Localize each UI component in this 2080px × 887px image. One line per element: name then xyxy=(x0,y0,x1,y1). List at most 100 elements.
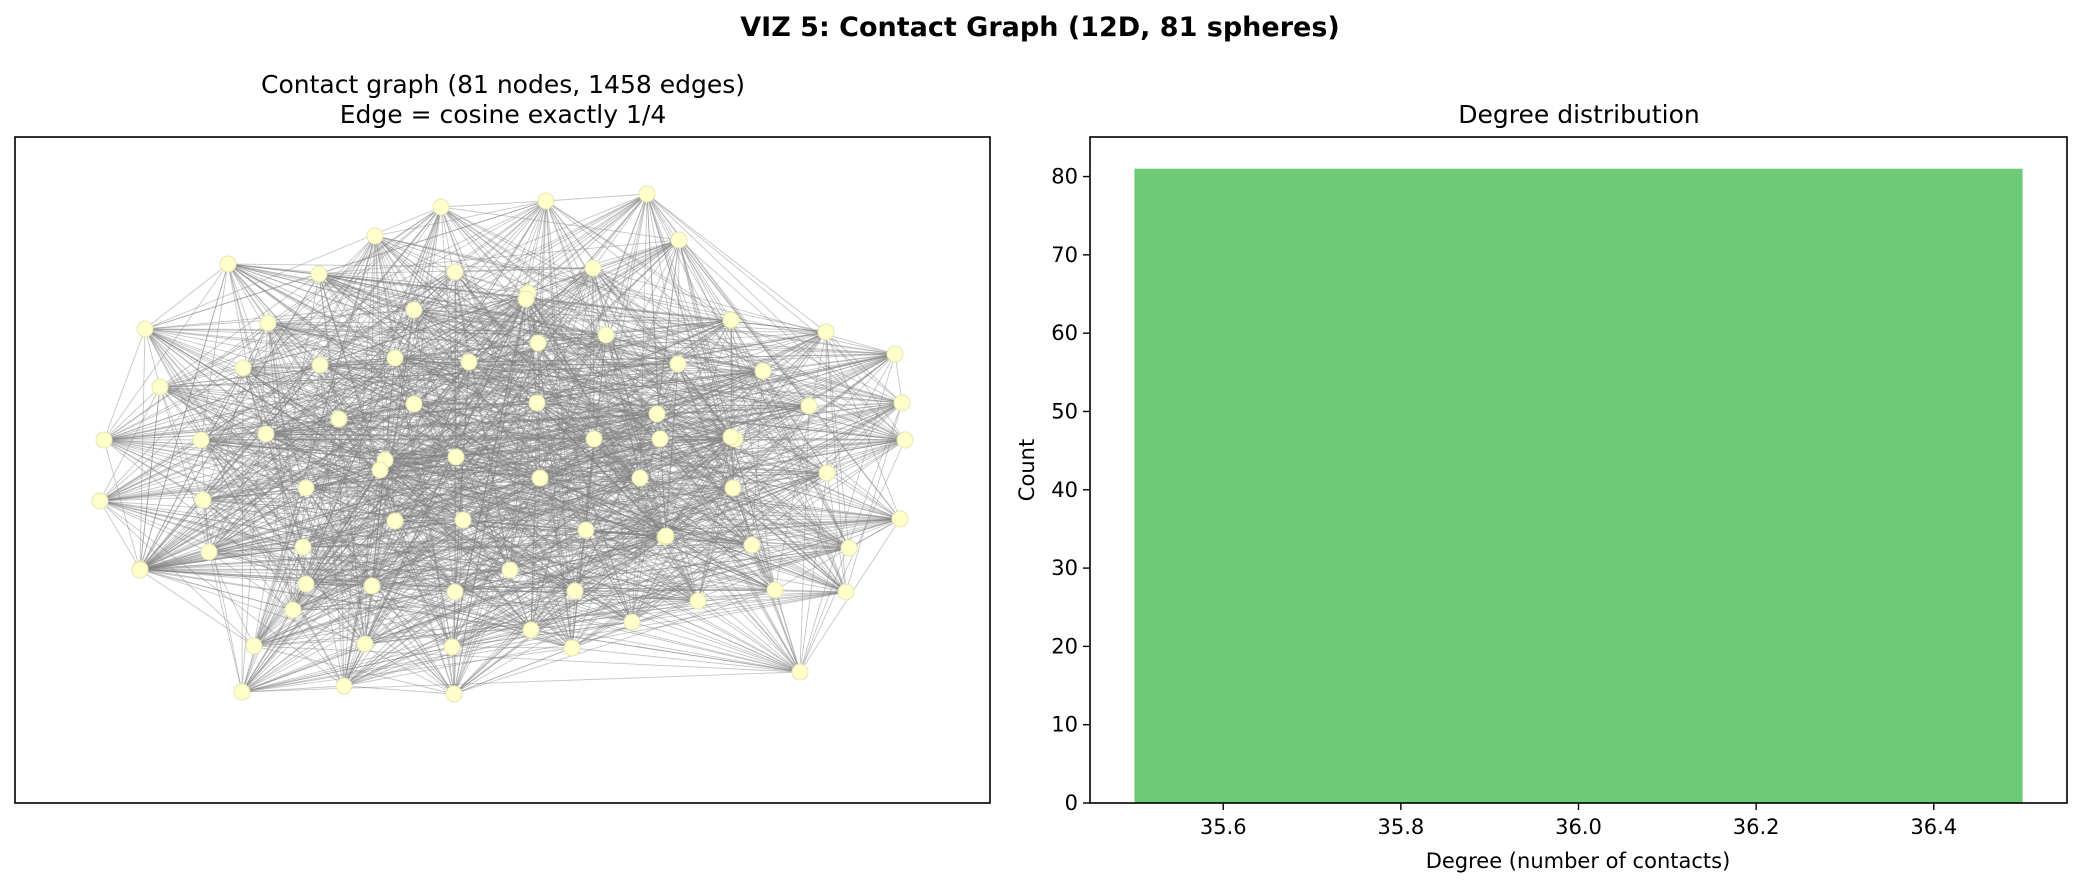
graph-edge xyxy=(525,298,666,538)
graph-edge xyxy=(338,418,345,687)
graph-edge xyxy=(379,469,456,593)
graph-edge xyxy=(242,367,415,405)
y-tick-label: 60 xyxy=(1051,321,1078,345)
graph-edge xyxy=(451,487,734,648)
graph-edge xyxy=(318,273,470,363)
graph-edge xyxy=(202,499,901,520)
graph-edge xyxy=(530,589,776,631)
graph-edge xyxy=(639,477,850,549)
graph-node xyxy=(405,301,423,319)
graph-edge xyxy=(451,646,573,649)
graph-edge xyxy=(454,342,539,593)
graph-edge xyxy=(99,363,679,502)
graph-edge xyxy=(241,235,376,693)
graph-edge xyxy=(292,319,732,611)
graph-edge xyxy=(468,361,734,489)
graph-edge xyxy=(462,267,594,521)
graph-edge xyxy=(99,361,470,502)
graph-edge xyxy=(202,292,529,501)
graph-edge xyxy=(536,402,633,623)
graph-edge xyxy=(379,469,667,537)
graph-edge xyxy=(267,322,541,479)
graph-edge xyxy=(571,438,595,649)
graph-edge xyxy=(364,235,376,645)
graph-edge xyxy=(241,621,633,693)
graph-edge xyxy=(99,500,345,687)
graph-edge xyxy=(451,544,753,648)
graph-node xyxy=(194,491,212,509)
graph-node xyxy=(447,448,465,466)
histogram-bars xyxy=(1134,168,2023,803)
graph-edge xyxy=(318,273,607,336)
graph-edge xyxy=(536,319,732,404)
graph-edge xyxy=(139,520,396,571)
graph-edge xyxy=(413,193,648,311)
graph-edge xyxy=(292,370,764,611)
graph-edge xyxy=(318,273,661,440)
graph-edge xyxy=(202,439,906,501)
graph-edge xyxy=(302,546,850,549)
graph-edge xyxy=(455,353,896,458)
graph-edge xyxy=(253,487,307,647)
graph-edge xyxy=(343,298,527,687)
graph-edge xyxy=(454,402,903,593)
graph-node xyxy=(234,359,252,377)
graph-edge xyxy=(139,386,161,570)
graph-edge xyxy=(774,518,901,591)
graph-edge xyxy=(202,499,396,522)
graph-node xyxy=(689,592,707,610)
graph-edge xyxy=(253,271,456,647)
graph-edge xyxy=(413,402,538,405)
graph-edge xyxy=(202,499,511,571)
graph-edge xyxy=(527,292,658,415)
graph-edge xyxy=(253,361,470,647)
graph-node xyxy=(766,581,784,599)
graph-edge xyxy=(208,367,244,553)
graph-edge xyxy=(462,402,903,521)
graph-edge xyxy=(242,367,304,548)
graph-edge xyxy=(631,331,827,623)
graph-edge xyxy=(374,235,396,522)
graph-axes-frame xyxy=(14,136,991,804)
y-tick-label: 40 xyxy=(1051,478,1078,502)
graph-edge xyxy=(338,418,366,645)
graph-edge xyxy=(242,206,442,369)
graph-edge xyxy=(371,439,906,587)
graph-edge xyxy=(103,439,204,501)
graph-edge xyxy=(656,413,801,673)
graph-edge xyxy=(539,439,906,479)
graph-edge xyxy=(267,319,732,324)
graph-edge xyxy=(292,591,847,611)
graph-edge xyxy=(454,271,470,363)
graph-edge xyxy=(253,645,801,673)
graph-edge xyxy=(413,309,679,365)
graph-edge xyxy=(631,353,896,623)
graph-edge xyxy=(677,239,680,365)
graph-edge xyxy=(678,239,906,441)
graph-edge xyxy=(200,439,532,631)
graph-edge xyxy=(631,363,679,623)
graph-edge xyxy=(455,456,633,623)
graph-edge xyxy=(592,267,764,372)
graph-edge xyxy=(413,309,732,321)
graph-edge xyxy=(665,535,847,593)
graph-edge xyxy=(305,569,511,585)
graph-edge xyxy=(242,361,470,369)
graph-edge xyxy=(139,263,229,570)
graph-edge xyxy=(103,439,141,571)
graph-edge xyxy=(371,456,457,587)
graph-edge xyxy=(318,273,896,355)
graph-edge xyxy=(302,477,541,548)
graph-edge xyxy=(319,364,906,441)
graph-edge xyxy=(305,292,529,489)
graph-edge xyxy=(343,472,828,687)
graph-edge xyxy=(139,273,320,570)
graph-edge xyxy=(242,367,381,471)
graph-edge xyxy=(139,569,255,647)
graph-edge xyxy=(646,193,661,440)
graph-edge xyxy=(241,319,732,693)
graph-edge xyxy=(202,413,658,501)
graph-edge xyxy=(200,439,453,648)
graph-edge xyxy=(208,235,376,553)
graph-edge xyxy=(227,263,607,336)
